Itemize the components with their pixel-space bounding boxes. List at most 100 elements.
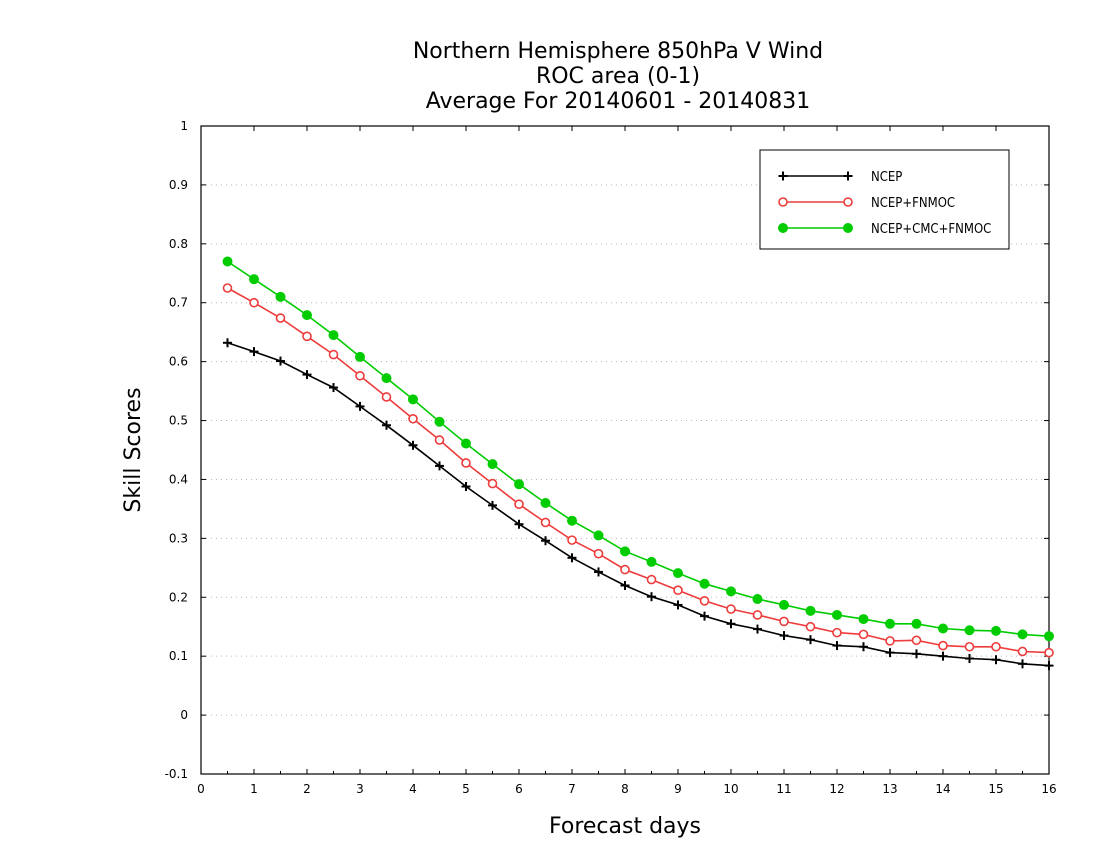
x-tick-label: 15 (988, 782, 1003, 796)
data-point (1044, 647, 1054, 658)
data-point (991, 641, 1001, 652)
data-point (302, 310, 312, 321)
data-point (328, 349, 339, 360)
data-point (461, 458, 471, 468)
data-point (567, 535, 577, 545)
y-axis-label: Skill Scores (121, 387, 146, 512)
data-point (1017, 629, 1028, 640)
x-tick-label: 12 (829, 782, 844, 796)
data-point (222, 256, 233, 267)
series-ncep-fnmoc (222, 283, 1054, 658)
x-tick-label: 5 (462, 782, 470, 796)
legend-entry: NCEP+CMC+FNMOC (778, 222, 991, 237)
x-tick-label: 3 (356, 782, 364, 796)
data-point (355, 351, 365, 362)
chart-title: Northern Hemisphere 850hPa V Wind ROC ar… (413, 39, 823, 114)
x-tick-label: 1 (250, 782, 258, 796)
data-point (514, 519, 524, 529)
axis-ticks: -0.100.10.20.30.40.50.60.70.80.910 1 2 3 4 5 6… (165, 119, 1057, 796)
data-point (805, 605, 816, 616)
data-point (700, 611, 709, 621)
data-point (1044, 631, 1054, 642)
data-point (859, 642, 868, 652)
legend-entry: NCEP (778, 170, 902, 185)
data-point (222, 283, 233, 293)
data-point (885, 636, 895, 646)
data-point (328, 330, 339, 341)
data-point (540, 498, 551, 509)
data-point (594, 567, 603, 577)
data-point (673, 568, 683, 579)
data-point (1044, 661, 1054, 671)
data-point (249, 347, 259, 357)
data-point (1018, 659, 1027, 669)
data-point (620, 580, 630, 590)
x-tick-label: 13 (882, 782, 897, 796)
legend-marker (843, 171, 853, 181)
y-tick-label: -0.1 (165, 767, 188, 781)
y-tick-label: 0.6 (169, 355, 188, 369)
legend-label: NCEP (871, 170, 902, 185)
x-tick-label: 10 (723, 782, 738, 796)
data-point (779, 599, 789, 610)
y-tick-label: 0.5 (169, 414, 188, 428)
x-axis-label: Forecast days (549, 814, 701, 839)
y-tick-label: 0 (180, 708, 188, 722)
x-tick-label: 4 (409, 782, 417, 796)
data-point (858, 614, 869, 625)
data-point (673, 585, 683, 596)
data-point (752, 594, 763, 605)
data-point (382, 420, 391, 430)
y-tick-label: 0.7 (169, 296, 188, 310)
data-point (302, 370, 312, 380)
y-tick-label: 0.2 (169, 590, 188, 604)
y-tick-label: 1 (180, 119, 188, 133)
data-point (938, 651, 948, 661)
data-point (276, 356, 285, 366)
chart-title-line-1: Northern Hemisphere 850hPa V Wind (413, 39, 823, 64)
y-tick-label: 0.1 (169, 649, 188, 663)
data-point (726, 604, 736, 614)
chart-title-line-3: Average For 20140601 - 20140831 (426, 89, 811, 114)
data-point (381, 373, 392, 384)
data-point (964, 625, 975, 636)
x-tick-label: 9 (674, 782, 682, 796)
chart-title-line-2: ROC area (0-1) (536, 64, 700, 89)
data-point (779, 616, 789, 627)
data-point (885, 618, 895, 629)
data-point (699, 578, 710, 589)
data-point (1017, 646, 1028, 657)
data-point (911, 618, 922, 629)
data-point (461, 438, 471, 449)
data-point (593, 548, 604, 559)
data-point (567, 515, 577, 526)
x-tick-label: 14 (935, 782, 950, 796)
series-layer (222, 256, 1054, 671)
series-line (227, 287, 1050, 654)
data-point (699, 596, 710, 606)
data-point (435, 461, 444, 471)
x-tick-label: 16 (1041, 782, 1056, 796)
series-line (227, 260, 1050, 637)
legend-marker (843, 197, 853, 207)
data-point (912, 649, 921, 659)
legend-label: NCEP+FNMOC (871, 196, 955, 211)
data-point (938, 640, 948, 651)
x-tick-label: 7 (568, 782, 576, 796)
data-point (991, 625, 1001, 636)
data-point (938, 623, 948, 634)
y-tick-label: 0.9 (169, 178, 188, 192)
data-point (408, 440, 418, 450)
data-point (434, 416, 445, 427)
data-point (673, 600, 683, 610)
data-point (593, 530, 604, 541)
data-point (249, 297, 259, 308)
data-point (249, 274, 259, 285)
data-point (381, 392, 392, 402)
legend: NCEP NCEP+FNMOC NCEP+CMC+FNMOC (759, 149, 1010, 250)
legend-marker (778, 171, 788, 181)
series-ncep-cmc-fnmoc (222, 256, 1054, 642)
data-point (726, 586, 736, 597)
data-point (726, 619, 736, 629)
